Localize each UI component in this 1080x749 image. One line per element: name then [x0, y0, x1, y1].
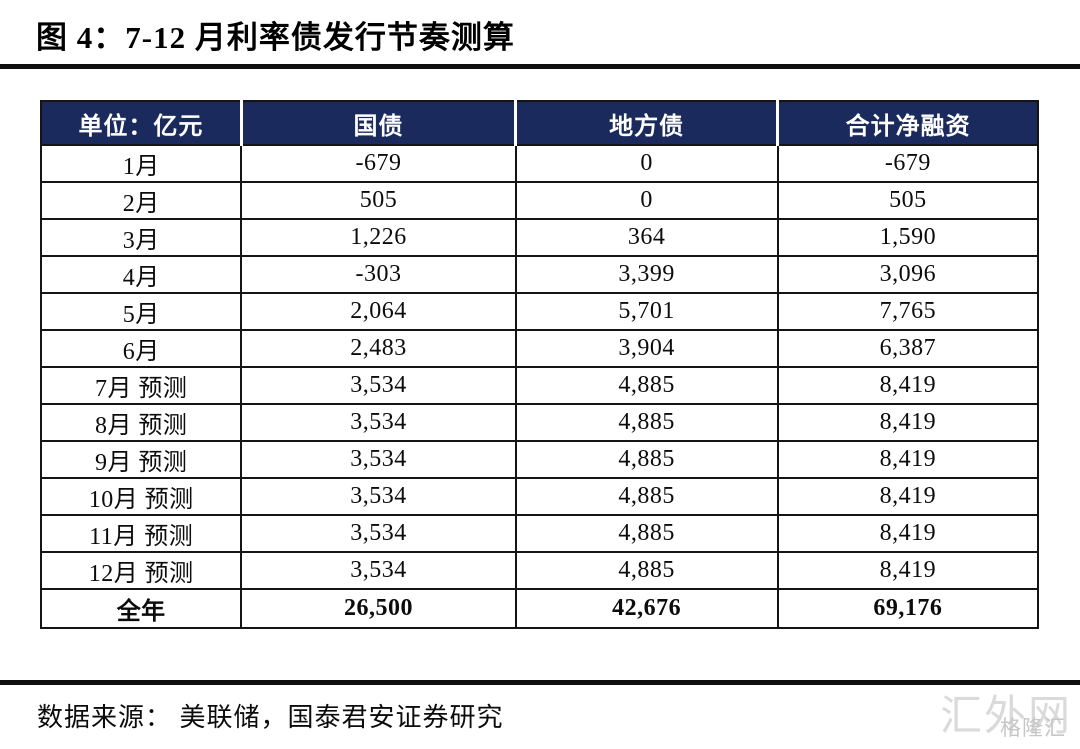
total-net-cell: 69,176: [776, 588, 1040, 629]
treasury-cell: 3,534: [240, 366, 517, 405]
table-total-row: 全年 26,500 42,676 69,176: [39, 588, 1040, 629]
total-net-cell: 8,419: [776, 403, 1040, 442]
local-bond-cell: 3,399: [514, 255, 779, 294]
local-bond-cell: 0: [514, 144, 779, 183]
total-net-cell: 3,096: [776, 255, 1040, 294]
table-row: 3月 1,226 364 1,590: [39, 218, 1040, 257]
total-net-cell: 8,419: [776, 440, 1040, 479]
bond-issuance-table-container: 单位：亿元 国债 地方债 合计净融资 1月 -679 0 -679 2月 505…: [39, 100, 1040, 629]
treasury-cell: 505: [240, 181, 517, 220]
header-cell-treasury: 国债: [239, 100, 516, 146]
local-bond-cell: 4,885: [514, 440, 779, 479]
local-bond-cell: 42,676: [514, 588, 779, 629]
treasury-cell: -679: [240, 144, 517, 183]
treasury-cell: 3,534: [240, 551, 517, 590]
figure-title: 图 4：7-12 月利率债发行节奏测算: [36, 20, 515, 55]
row-label-cell: 1月: [39, 144, 243, 183]
local-bond-cell: 4,885: [514, 477, 779, 516]
treasury-cell: 3,534: [240, 403, 517, 442]
title-divider-rule: [0, 64, 1080, 69]
header-cell-local-bond: 地方债: [514, 100, 778, 146]
row-label-cell: 4月: [39, 255, 243, 294]
data-source-note: 数据来源： 美联储，国泰君安证券研究: [37, 703, 504, 732]
row-label-cell: 6月: [39, 329, 243, 368]
table-row: 1月 -679 0 -679: [39, 144, 1040, 183]
treasury-cell: 2,483: [240, 329, 517, 368]
total-net-cell: 1,590: [776, 218, 1040, 257]
table-row: 12月 预测 3,534 4,885 8,419: [39, 551, 1040, 590]
table-row: 10月 预测 3,534 4,885 8,419: [39, 477, 1040, 516]
row-label-cell: 5月: [39, 292, 243, 331]
local-bond-cell: 3,904: [514, 329, 779, 368]
treasury-cell: 26,500: [240, 588, 517, 629]
local-bond-cell: 5,701: [514, 292, 779, 331]
row-label-cell: 8月 预测: [39, 403, 243, 442]
table-header-row: 单位：亿元 国债 地方债 合计净融资: [41, 100, 1038, 146]
treasury-cell: 3,534: [240, 514, 517, 553]
local-bond-cell: 4,885: [514, 551, 779, 590]
local-bond-cell: 4,885: [514, 514, 779, 553]
local-bond-cell: 4,885: [514, 403, 779, 442]
table-row: 2月 505 0 505: [39, 181, 1040, 220]
total-net-cell: 8,419: [776, 551, 1040, 590]
total-net-cell: 8,419: [776, 514, 1040, 553]
bond-issuance-table: 单位：亿元 国债 地方债 合计净融资 1月 -679 0 -679 2月 505…: [39, 100, 1040, 629]
row-label-cell: 2月: [39, 181, 243, 220]
table-row: 11月 预测 3,534 4,885 8,419: [39, 514, 1040, 553]
treasury-cell: 1,226: [240, 218, 517, 257]
row-label-cell: 3月: [39, 218, 243, 257]
table-row: 5月 2,064 5,701 7,765: [39, 292, 1040, 331]
total-net-cell: -679: [776, 144, 1040, 183]
footer-divider-rule: [0, 680, 1080, 685]
total-net-cell: 8,419: [776, 477, 1040, 516]
row-label-cell: 全年: [39, 588, 243, 629]
watermark-text-small: 格隆汇: [1000, 717, 1066, 740]
local-bond-cell: 364: [514, 218, 779, 257]
total-net-cell: 505: [776, 181, 1040, 220]
header-cell-total-net: 合计净融资: [776, 100, 1038, 146]
row-label-cell: 10月 预测: [39, 477, 243, 516]
row-label-cell: 9月 预测: [39, 440, 243, 479]
row-label-cell: 12月 预测: [39, 551, 243, 590]
table-row: 4月 -303 3,399 3,096: [39, 255, 1040, 294]
local-bond-cell: 4,885: [514, 366, 779, 405]
treasury-cell: -303: [240, 255, 517, 294]
table-row: 8月 预测 3,534 4,885 8,419: [39, 403, 1040, 442]
watermark-text-large: 汇外网: [939, 694, 1072, 740]
total-net-cell: 6,387: [776, 329, 1040, 368]
header-cell-unit: 单位：亿元: [41, 100, 242, 146]
treasury-cell: 3,534: [240, 477, 517, 516]
table-row: 7月 预测 3,534 4,885 8,419: [39, 366, 1040, 405]
table-row: 9月 预测 3,534 4,885 8,419: [39, 440, 1040, 479]
local-bond-cell: 0: [514, 181, 779, 220]
row-label-cell: 11月 预测: [39, 514, 243, 553]
treasury-cell: 3,534: [240, 440, 517, 479]
table-row: 6月 2,483 3,904 6,387: [39, 329, 1040, 368]
treasury-cell: 2,064: [240, 292, 517, 331]
total-net-cell: 7,765: [776, 292, 1040, 331]
row-label-cell: 7月 预测: [39, 366, 243, 405]
total-net-cell: 8,419: [776, 366, 1040, 405]
